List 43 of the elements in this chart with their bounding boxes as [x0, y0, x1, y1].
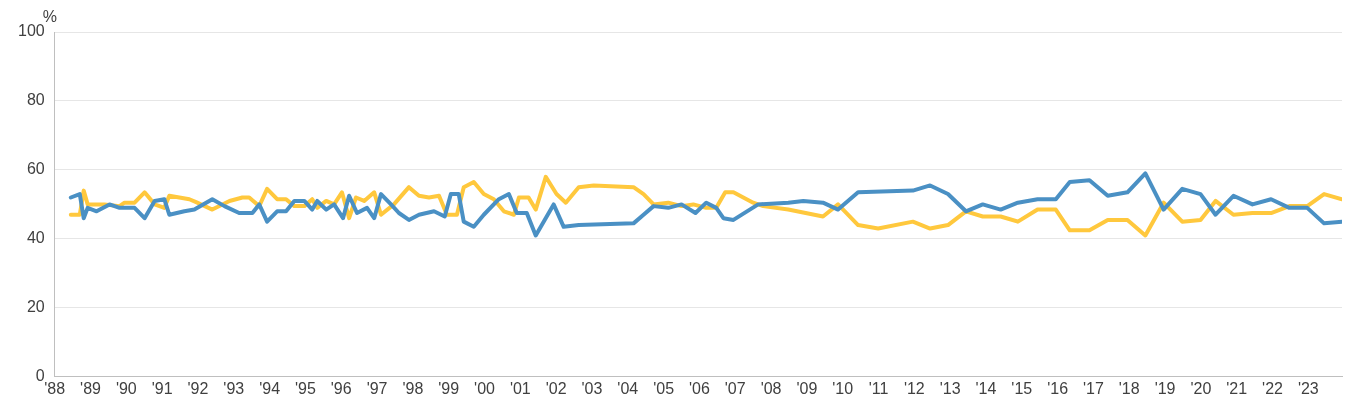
- x-tick-label: '92: [187, 379, 209, 397]
- x-tick-label: '19: [1154, 379, 1176, 397]
- y-tick-label: 40: [26, 229, 45, 247]
- x-tick-label: '12: [903, 379, 925, 397]
- x-tick-label: '93: [223, 379, 245, 397]
- x-tick-label: '15: [1011, 379, 1033, 397]
- x-tick-label: '18: [1118, 379, 1140, 397]
- x-tick-label: '16: [1047, 379, 1069, 397]
- x-tick-label: '06: [688, 379, 710, 397]
- x-tick-label: '23: [1297, 379, 1319, 397]
- y-tick-label: 20: [26, 298, 45, 316]
- x-tick-label: '02: [545, 379, 567, 397]
- x-tick-label: '03: [581, 379, 603, 397]
- x-tick-label: '20: [1190, 379, 1212, 397]
- x-tick-label: '08: [760, 379, 782, 397]
- x-tick-label: '01: [509, 379, 531, 397]
- x-tick-label: '13: [939, 379, 961, 397]
- x-tick-label: '90: [115, 379, 137, 397]
- x-tick-label: '95: [294, 379, 316, 397]
- x-tick-label: '05: [653, 379, 675, 397]
- y-tick-label: 60: [26, 160, 45, 178]
- x-tick-label: '94: [259, 379, 281, 397]
- x-tick-label: '96: [330, 379, 352, 397]
- x-tick-label: '07: [724, 379, 746, 397]
- x-tick-label: '17: [1082, 379, 1104, 397]
- x-tick-label: '22: [1262, 379, 1284, 397]
- y-tick-label: 100: [17, 22, 45, 40]
- y-tick-label: 80: [26, 91, 45, 109]
- x-tick-label: '97: [366, 379, 388, 397]
- x-tick-label: '98: [402, 379, 424, 397]
- x-tick-label: '88: [44, 379, 66, 397]
- y-tick-label: 0: [35, 367, 45, 385]
- x-tick-label: '14: [975, 379, 997, 397]
- x-tick-label: '09: [796, 379, 818, 397]
- x-tick-label: '00: [474, 379, 496, 397]
- y-axis-title: %: [42, 8, 57, 26]
- x-tick-label: '10: [832, 379, 854, 397]
- x-tick-label: '11: [868, 379, 889, 397]
- x-tick-label: '91: [151, 379, 173, 397]
- x-tick-label: '99: [438, 379, 460, 397]
- x-tick-label: '89: [80, 379, 102, 397]
- x-tick-label: '21: [1226, 379, 1248, 397]
- x-tick-label: '04: [617, 379, 639, 397]
